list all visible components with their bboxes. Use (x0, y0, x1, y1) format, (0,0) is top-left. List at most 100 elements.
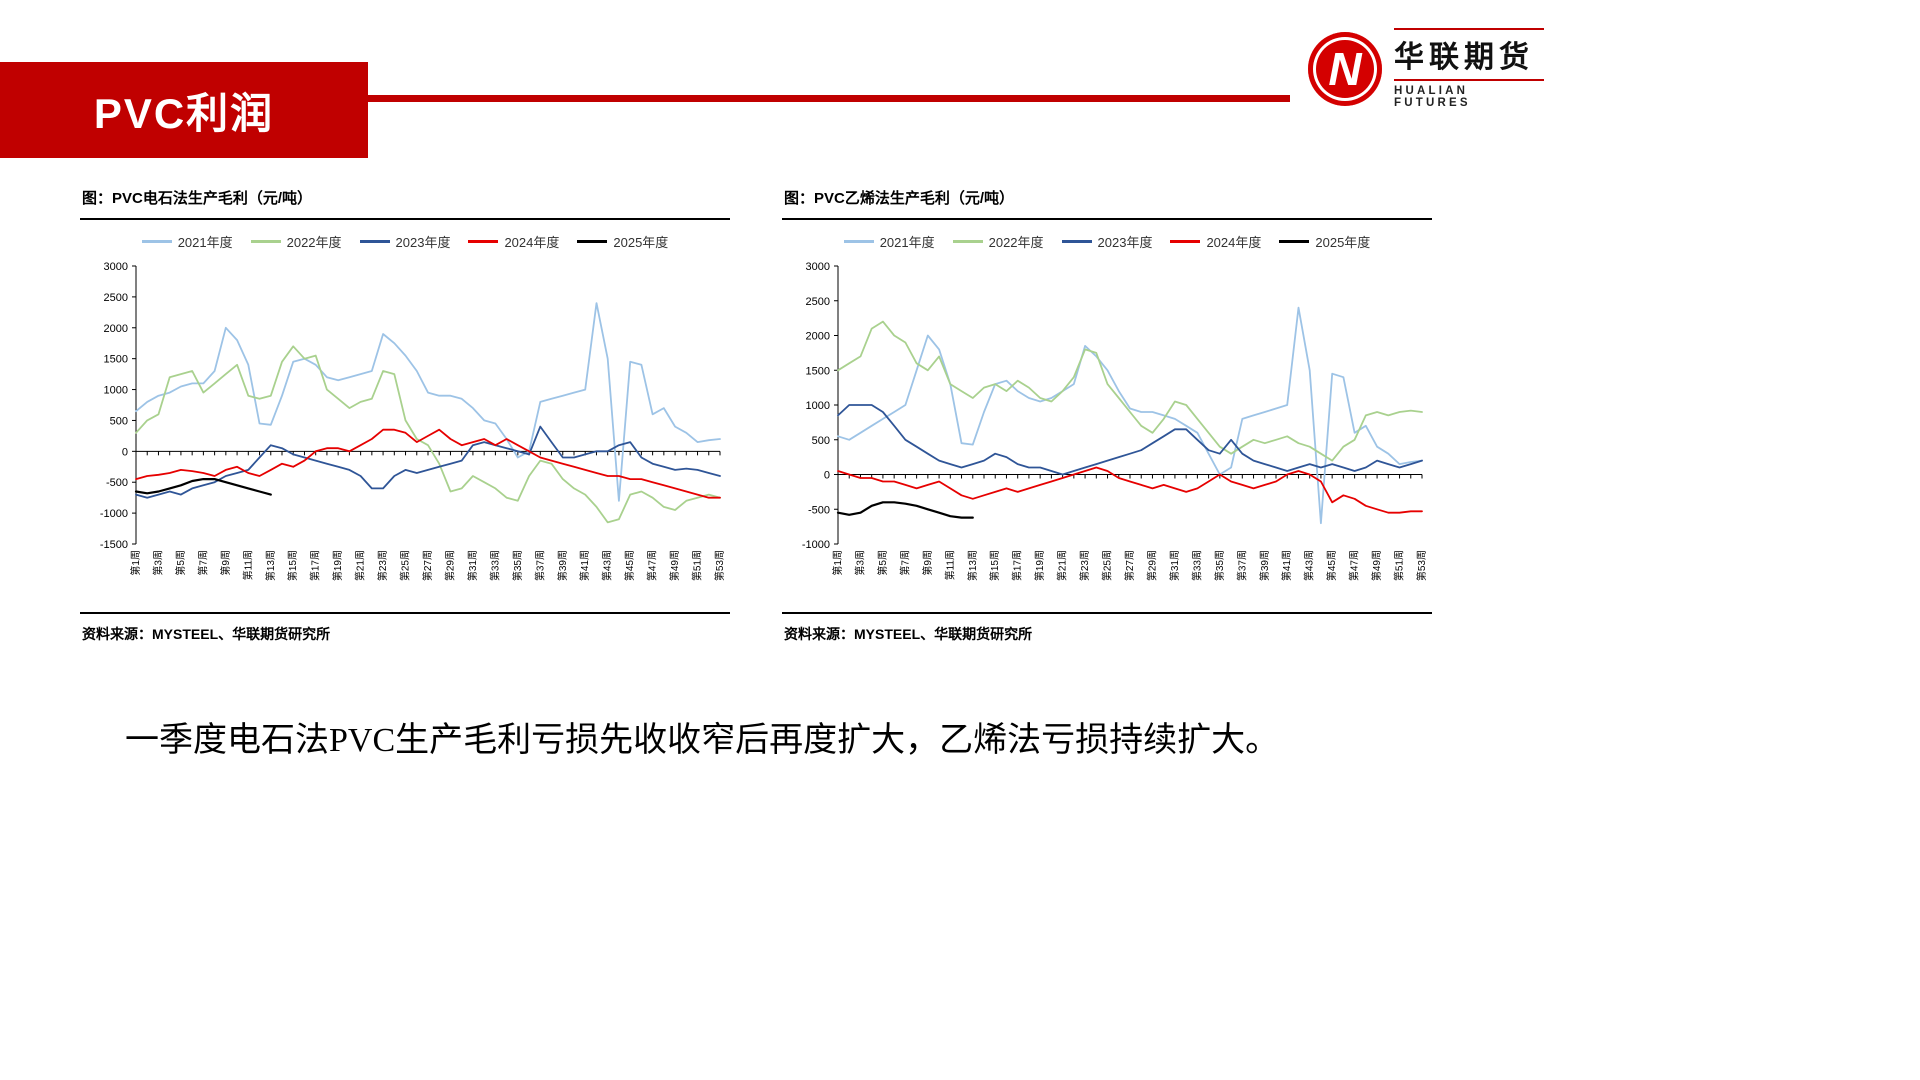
y-tick-label: 1500 (104, 354, 128, 366)
x-tick-label: 第3周 (151, 550, 164, 576)
x-tick-label: 第31周 (466, 550, 479, 581)
x-tick-label: 第35周 (1213, 550, 1226, 581)
x-tick-label: 第23周 (1078, 550, 1091, 581)
y-tick-label: 500 (110, 415, 128, 427)
legend-label: 2022年度 (988, 234, 1044, 250)
x-tick-label: 第45周 (1325, 550, 1338, 581)
x-tick-label: 第21周 (1056, 550, 1069, 581)
legend-item-2021年度: 2021年度 (141, 232, 233, 251)
y-tick-label: 2500 (806, 296, 830, 308)
series-line-2023年度 (837, 404, 1423, 476)
series-line-2021年度 (135, 302, 721, 502)
x-tick-label: 第11周 (241, 550, 254, 580)
brand-logo: N 华联期货 HUALIAN FUTURES (1308, 28, 1544, 109)
x-tick-label: 第51周 (1393, 550, 1406, 581)
x-tick-label: 第15周 (988, 550, 1001, 581)
series-line-2025年度 (134, 478, 272, 496)
x-tick-label: 第3周 (853, 550, 866, 576)
x-tick-label: 第25周 (399, 550, 412, 581)
legend-label: 2025年度 (1315, 234, 1371, 250)
legend-swatch-icon (577, 239, 608, 243)
x-tick-label: 第1周 (129, 550, 142, 576)
y-tick-label: -1500 (100, 539, 128, 551)
series-line-2024年度 (135, 428, 721, 499)
x-tick-label: 第41周 (1280, 550, 1293, 581)
logo-rule-bottom (1394, 79, 1544, 81)
legend-item-2021年度: 2021年度 (843, 232, 935, 251)
x-tick-label: 第17周 (1011, 550, 1024, 581)
legend-label: 2025年度 (613, 234, 669, 250)
y-tick-label: 1000 (104, 385, 128, 397)
y-tick-label: 0 (122, 446, 128, 458)
x-tick-label: 第33周 (1190, 550, 1203, 581)
legend-label: 2021年度 (177, 234, 233, 250)
y-tick-label: 2500 (104, 292, 128, 304)
x-tick-label: 第27周 (421, 550, 434, 581)
y-tick-label: 2000 (104, 323, 128, 335)
page-title: PVC利润 (93, 89, 275, 137)
x-tick-label: 第43周 (1303, 550, 1316, 581)
series-line-2022年度 (837, 320, 1423, 462)
x-tick-label: 第37周 (1235, 550, 1248, 581)
legend-swatch-icon (468, 239, 499, 243)
x-tick-label: 第51周 (691, 550, 704, 581)
logo-rule-top (1394, 28, 1544, 30)
x-tick-label: 第1周 (831, 550, 844, 576)
slide-title-banner: PVC利润 (0, 62, 368, 158)
legend-label: 2023年度 (1097, 234, 1153, 250)
x-tick-label: 第17周 (309, 550, 322, 581)
y-tick-label: -1000 (100, 508, 128, 520)
legend-item-2025年度: 2025年度 (1279, 232, 1370, 251)
chart-title: 图：PVC电石法生产毛利（元/吨） (80, 185, 730, 220)
legend-label: 2022年度 (286, 234, 342, 250)
y-tick-label: 1000 (806, 400, 830, 412)
legend-swatch-icon (1279, 239, 1310, 243)
x-tick-label: 第39周 (1258, 550, 1271, 581)
x-tick-label: 第33周 (488, 550, 501, 581)
x-tick-label: 第19周 (331, 550, 344, 581)
x-tick-label: 第49周 (1370, 550, 1383, 581)
x-tick-label: 第9周 (921, 550, 934, 576)
x-tick-label: 第31周 (1168, 550, 1181, 581)
x-tick-label: 第25周 (1101, 550, 1114, 581)
legend-item-2022年度: 2022年度 (250, 232, 342, 251)
x-tick-label: 第39周 (556, 550, 569, 581)
legend-swatch-icon (1061, 239, 1092, 243)
y-tick-label: -1000 (802, 539, 830, 551)
y-tick-label: -500 (106, 477, 128, 489)
x-tick-label: 第41周 (578, 550, 591, 581)
source-note: 资料来源：MYSTEEL、华联期货研究所 (80, 612, 730, 644)
chart-svg: 300025002000150010005000-500-1000-1500第1… (100, 261, 726, 581)
legend-swatch-icon (843, 239, 874, 243)
x-tick-label: 第5周 (174, 550, 187, 576)
legend-item-2024年度: 2024年度 (1170, 232, 1261, 251)
summary-text: 一季度电石法PVC生产毛利亏损先收收窄后再度扩大，乙烯法亏损持续扩大。 (125, 722, 1280, 759)
x-tick-label: 第47周 (646, 550, 659, 581)
chart-legend: 2021年度 2022年度 2023年度 2024年度 2025年度 (80, 224, 730, 258)
y-tick-label: 500 (812, 435, 830, 447)
legend-label: 2024年度 (1206, 234, 1262, 250)
y-tick-label: 1500 (806, 365, 830, 377)
y-tick-label: 3000 (806, 261, 830, 273)
x-tick-label: 第53周 (1415, 550, 1428, 581)
x-tick-label: 第15周 (286, 550, 299, 581)
legend-label: 2024年度 (504, 234, 560, 250)
y-tick-label: 3000 (104, 261, 128, 273)
legend-item-2024年度: 2024年度 (468, 232, 559, 251)
chart-panel-carbide: 图：PVC电石法生产毛利（元/吨） 2021年度 2022年度 2023年度 2024… (80, 185, 730, 644)
chart-panel-ethylene: 图：PVC乙烯法生产毛利（元/吨） 2021年度 2022年度 2023年度 2024… (782, 185, 1432, 644)
legend-swatch-icon (359, 239, 390, 243)
chart-svg: 300025002000150010005000-500-1000第1周 第3周第… (802, 261, 1428, 581)
legend-label: 2023年度 (395, 234, 451, 250)
brand-name-cn: 华联期货 (1394, 41, 1534, 74)
x-tick-label: 第35周 (511, 550, 524, 581)
x-tick-label: 第9周 (219, 550, 232, 576)
x-tick-label: 第13周 (264, 550, 277, 581)
series-line-2021年度 (837, 306, 1423, 525)
x-tick-label: 第13周 (966, 550, 979, 581)
x-tick-label: 第43周 (601, 550, 614, 581)
legend-label: 2021年度 (879, 234, 935, 250)
logo-text: 华联期货 HUALIAN FUTURES (1394, 28, 1544, 109)
x-tick-label: 第7周 (898, 550, 911, 576)
